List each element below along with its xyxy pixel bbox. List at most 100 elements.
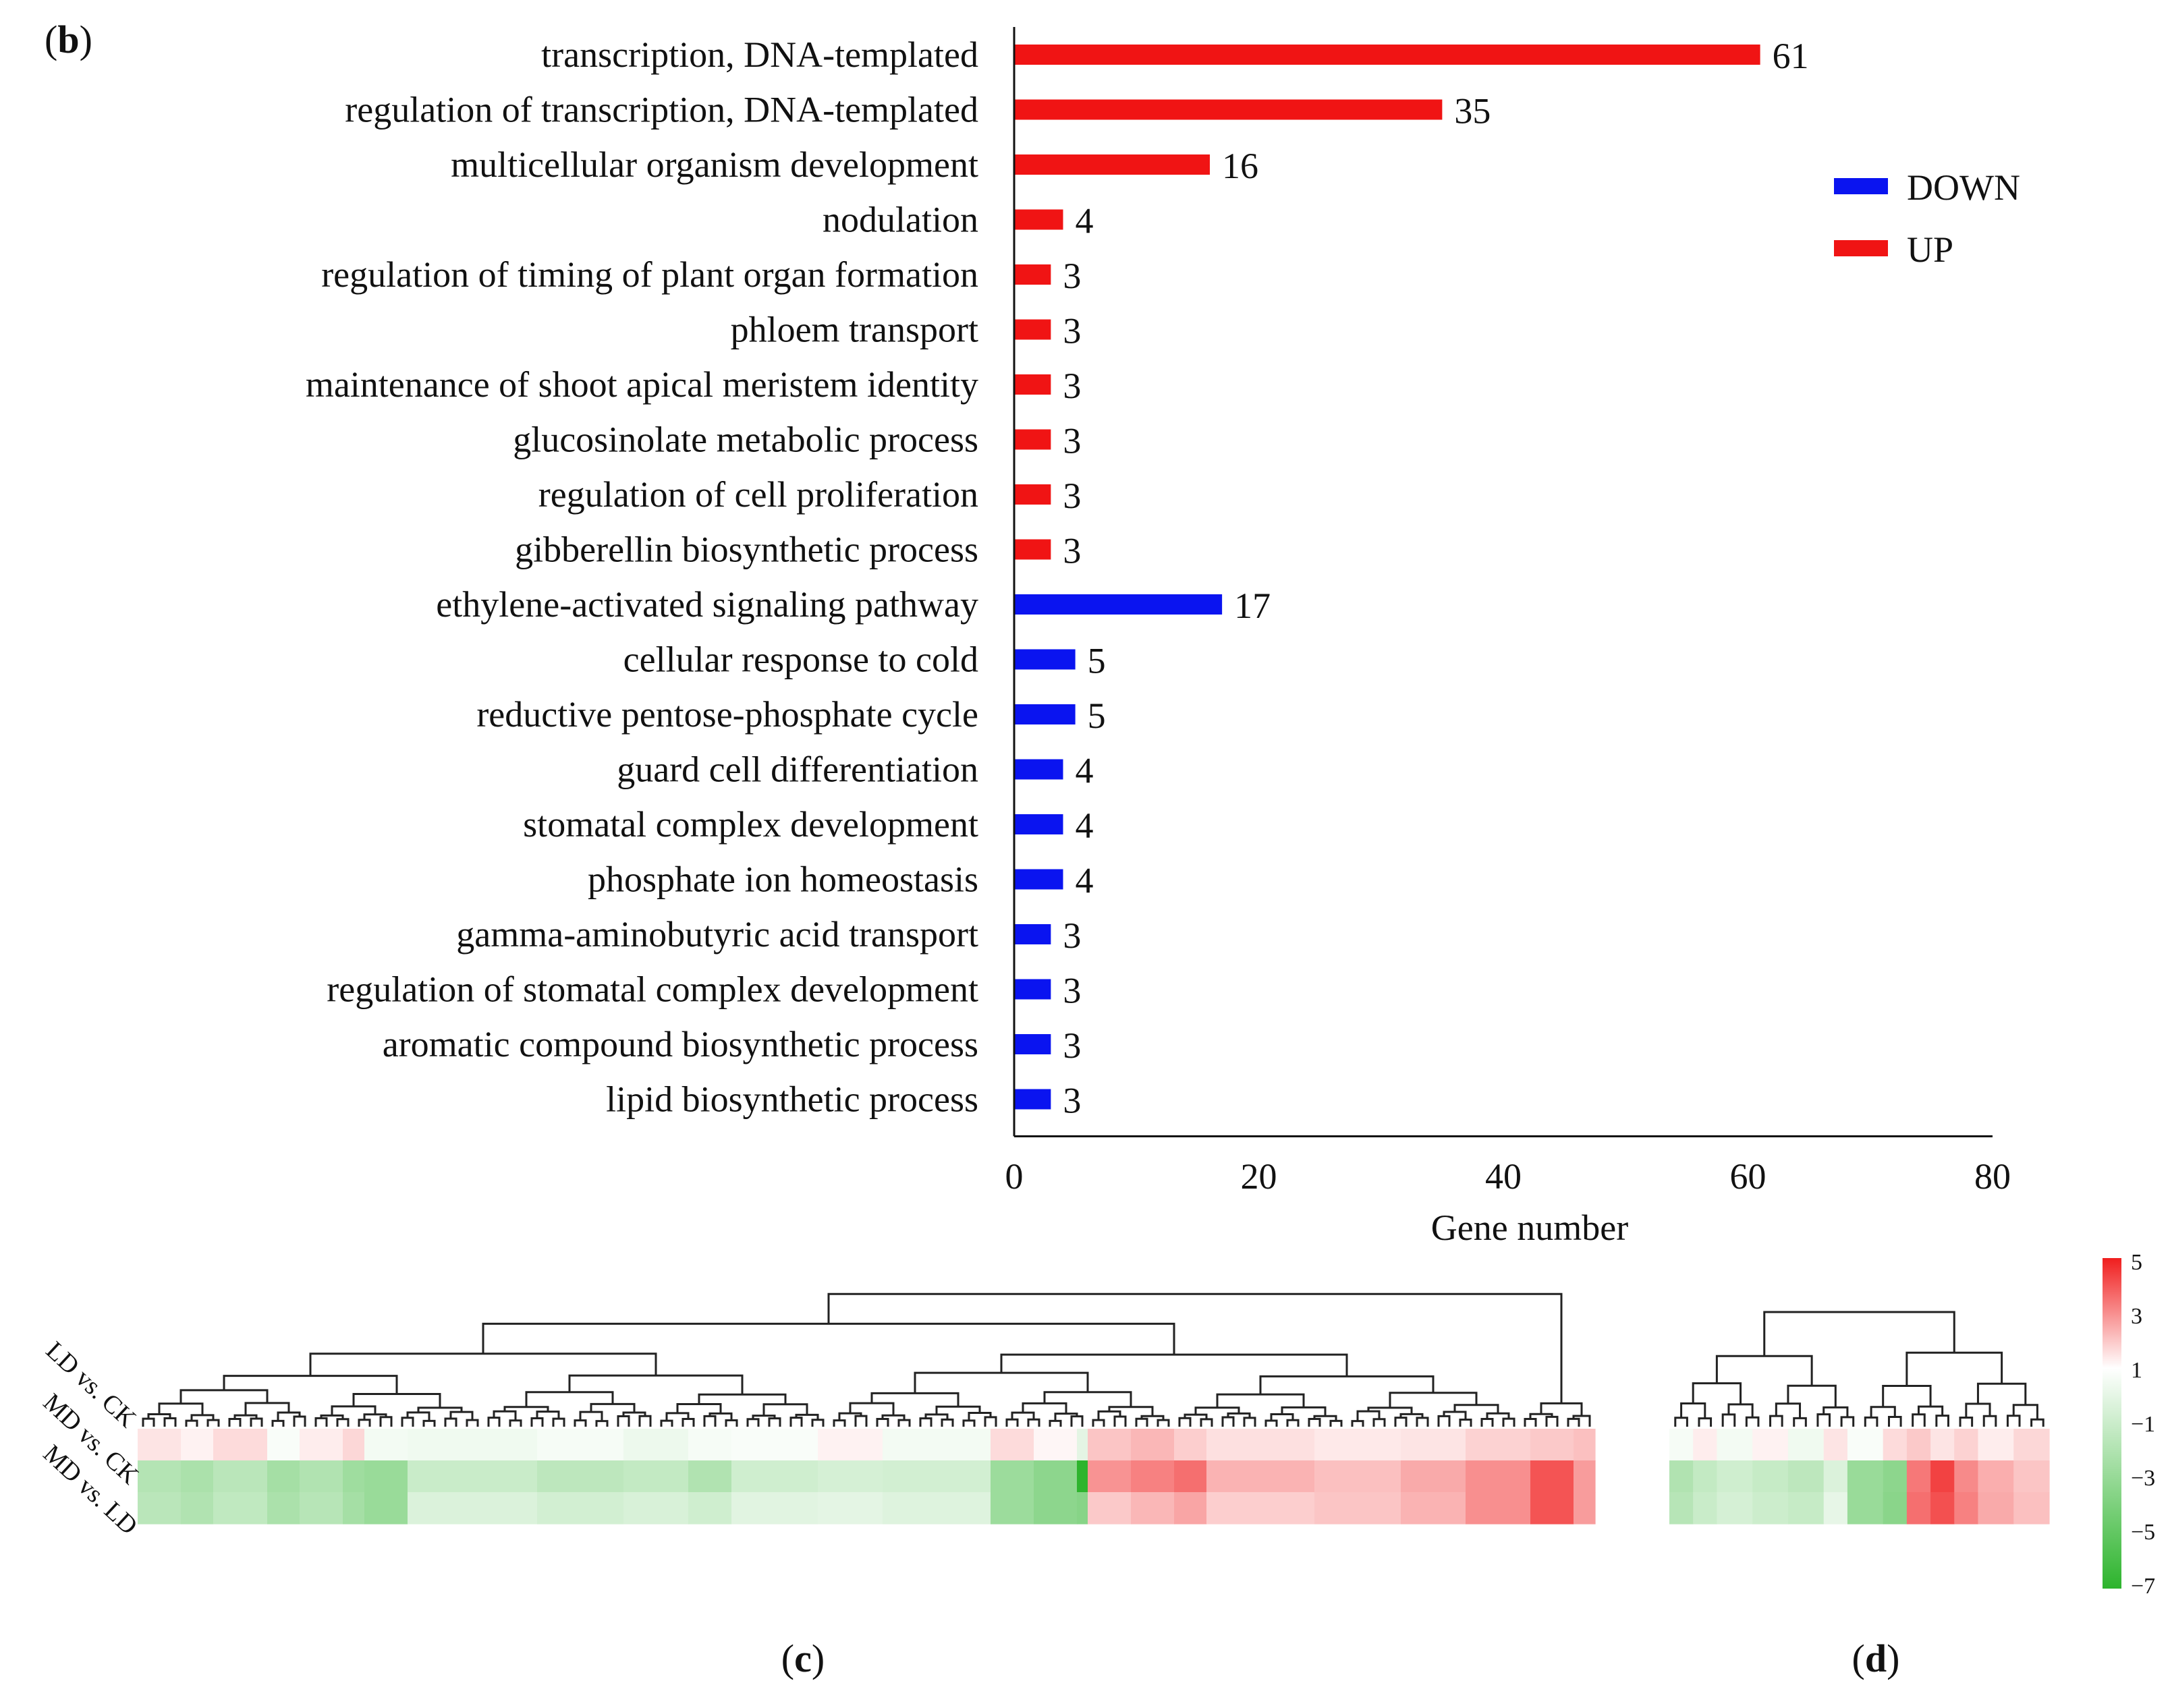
dendrogram-d [1674,1311,2044,1427]
heatmap-cell [364,1460,408,1493]
dendrogram-branch [595,1420,609,1427]
heatmap-cell [1954,1460,1979,1493]
dendrogram-branch [1286,1419,1300,1427]
dendrogram-branch [1976,1382,2027,1405]
legend-swatch-down [1834,178,1888,194]
heatmap-cell [1823,1429,1848,1461]
panel-label-c: (c) [781,1636,825,1680]
heatmap-panel-d: (d) 5 3 1 −1 −3 −5 −7 [1669,1250,2155,1680]
dendrogram-branch [1545,1415,1559,1427]
bar-down [1014,1034,1051,1054]
dendrogram-branch [1698,1417,1713,1427]
category-label: maintenance of shoot apical meristem ide… [306,364,978,405]
heatmap-cell [1530,1429,1574,1461]
dendrogram-branch [870,1392,959,1407]
bar-up [1014,209,1063,230]
bar-up [1014,484,1051,505]
heatmap-cell [1693,1429,1717,1461]
heatmap-cell [1752,1492,1789,1525]
dendrogram-branch [881,1414,906,1421]
colorbar-tick-labels: 5 3 1 −1 −3 −5 −7 [2131,1250,2155,1599]
heatmap-cell [1823,1492,1848,1525]
heatmap-cell [731,1492,818,1525]
category-label: cellular response to cold [623,639,978,680]
heatmap-cell [1787,1460,1825,1493]
dendrogram-branch [665,1412,690,1421]
heatmap-cell [818,1460,883,1493]
dendrogram-branch [914,1371,1089,1394]
dendrogram-branch [1674,1417,1688,1427]
heatmap-cell [1314,1460,1401,1493]
bar-value-label: 4 [1076,805,1094,846]
bar-value-label: 3 [1063,476,1081,516]
dendrogram-branch [1912,1413,1926,1427]
dendrogram-branch [271,1419,285,1427]
heatmap-cell [138,1492,182,1525]
bar-value-label: 17 [1234,586,1271,626]
bar-up [1014,99,1443,120]
dendrogram-branch [2012,1404,2038,1420]
dendrogram-branch [1157,1419,1170,1427]
heatmap-cell [1174,1492,1207,1525]
bar-value-label: 3 [1063,1081,1081,1121]
x-tick-label: 20 [1241,1156,1277,1197]
dendrogram-branch [1135,1417,1148,1427]
dendrogram-branch [228,1418,242,1427]
dendrogram-branch [406,1411,430,1421]
dendrogram-branch [1243,1417,1256,1427]
heatmap-cell [138,1429,182,1461]
x-tick-labels: 0 20 40 60 80 [1005,1156,2011,1197]
heatmap-cell [1401,1492,1466,1525]
colorbar-tick-label: 1 [2131,1358,2142,1383]
heatmap-cell [1823,1460,1848,1493]
dendrogram-branch [493,1410,517,1421]
dendrogram-branch [962,1419,976,1427]
heatmap-cell [1088,1429,1132,1461]
colorbar-tick-label: 3 [2131,1304,2142,1329]
bar-down [1014,649,1076,670]
dendrogram-branch [1372,1418,1386,1427]
dendrogram-branch [1816,1413,1831,1427]
dendrogram-branch [1840,1416,1855,1427]
dendrogram-branch [206,1419,220,1427]
dendrogram-branch [1178,1417,1192,1427]
dendrogram-branch [1022,1402,1067,1414]
dendrogram-branch [250,1417,263,1427]
category-label: regulation of timing of plant organ form… [321,254,978,295]
dendrogram-branch [833,1419,846,1427]
bar-down [1014,759,1063,780]
heatmap-cell [213,1429,268,1461]
dendrogram-branch [1529,1413,1553,1419]
dendrogram-branch [1113,1415,1127,1427]
dendrogram-branch [1680,1402,1706,1419]
dendrogram-branch [1200,1418,1213,1427]
heatmap-cell [213,1492,268,1525]
dendrogram-branch [525,1391,614,1407]
bar-up [1014,45,1760,65]
heatmap-cell [688,1492,732,1525]
x-tick-label: 60 [1730,1156,1766,1197]
heatmap-cell [1530,1492,1574,1525]
category-label: gibberellin biosynthetic process [515,530,978,570]
dendrogram-branch [1572,1415,1591,1427]
bar-down [1014,979,1051,1000]
heatmap-cell [1787,1492,1825,1525]
category-label: regulation of stomatal complex developme… [327,969,978,1010]
x-tick-label: 0 [1005,1156,1024,1197]
category-label: glucosinolate metabolic process [513,420,978,460]
bar-down [1014,1089,1051,1110]
dendrogram-branch [1745,1416,1760,1427]
heatmap-cell [2013,1492,2050,1525]
dendrogram-branch [1480,1418,1494,1427]
bar-value-label: 5 [1088,641,1106,681]
dendrogram-branch [536,1411,560,1419]
heatmap-cell [1669,1460,1694,1493]
heatmap-cell [1717,1460,1753,1493]
dendrogram-branch [660,1419,673,1427]
panel-b-letter: b [57,18,79,61]
legend-label-down: DOWN [1907,167,2020,208]
dendrogram-branch [1935,1415,1949,1427]
heatmap-cell [1034,1460,1078,1493]
heatmap-cell [818,1429,883,1461]
